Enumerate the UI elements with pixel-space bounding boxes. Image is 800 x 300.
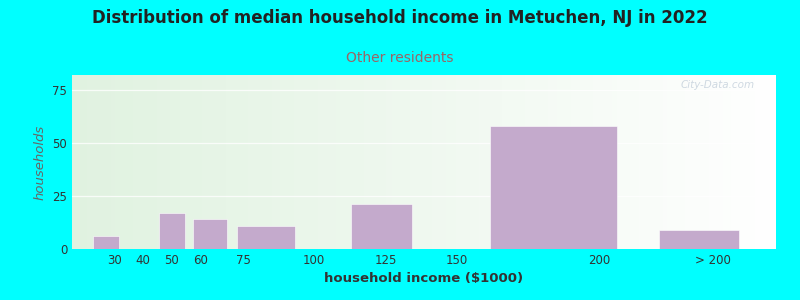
- Text: Distribution of median household income in Metuchen, NJ in 2022: Distribution of median household income …: [92, 9, 708, 27]
- Bar: [93, 236, 119, 249]
- Bar: [158, 213, 185, 249]
- Bar: [350, 204, 412, 249]
- Bar: [193, 219, 227, 249]
- Y-axis label: households: households: [34, 124, 46, 200]
- X-axis label: household income ($1000): household income ($1000): [325, 272, 523, 285]
- Bar: [659, 230, 739, 249]
- Bar: [237, 226, 295, 249]
- Text: Other residents: Other residents: [346, 51, 454, 65]
- Bar: [490, 126, 618, 249]
- Text: City-Data.com: City-Data.com: [681, 80, 755, 90]
